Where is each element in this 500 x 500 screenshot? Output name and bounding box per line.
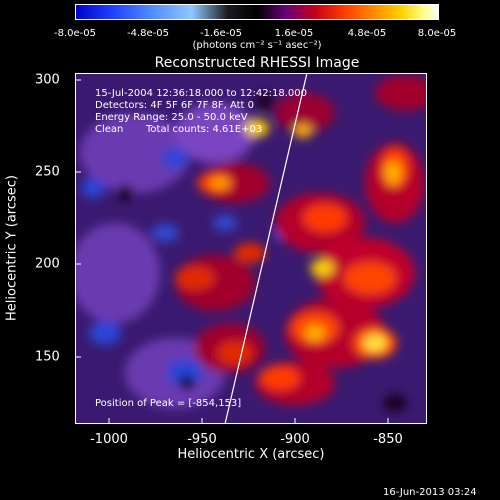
colorbar-tick-label: 8.0e-05 [417,28,457,39]
y-tick-label: 300 [35,72,60,88]
colorbar-tick-label: 1.6e-05 [274,28,314,39]
timestamp: 16-Jun-2013 03:24 [383,487,477,498]
plot-frame [75,73,427,424]
colorbar-tick-label: -4.8e-05 [127,28,169,39]
time-range-text: 15-Jul-2004 12:36:18.000 to 12:42:18.000 [95,88,307,99]
x-tick-label: -900 [280,432,310,447]
x-tick-label: -1000 [90,432,128,447]
x-tick-label: -850 [373,432,403,447]
algorithm-text: Clean [95,124,124,135]
solar-limb-line [224,73,308,424]
total-counts-text: Total counts: 4.61E+03 [146,124,263,135]
heatmap-image [75,73,427,424]
detectors-text: Detectors: 4F 5F 6F 7F 8F, Att 0 [95,100,255,111]
colorbar [75,4,439,20]
x-axis-label: Heliocentric X (arcsec) [177,447,325,462]
energy-range-text: Energy Range: 25.0 - 50.0 keV [95,112,248,123]
colorbar-tick-label: 4.8e-05 [347,28,387,39]
y-tick-label: 250 [35,164,60,180]
colorbar-tick-label: -1.6e-05 [200,28,242,39]
colorbar-units: (photons cm⁻² s⁻¹ asec⁻²) [192,40,322,51]
image-plot [75,73,427,424]
y-axis-label: Heliocentric Y (arcsec) [4,175,20,321]
colorbar-tick-label: -8.0e-05 [54,28,96,39]
x-tick-label: -950 [187,432,217,447]
y-tick-label: 150 [35,349,60,365]
y-tick-label: 200 [35,256,60,272]
image-title: Reconstructed RHESSI Image [154,55,360,71]
peak-position-text: Position of Peak = [-854,153] [95,398,242,409]
